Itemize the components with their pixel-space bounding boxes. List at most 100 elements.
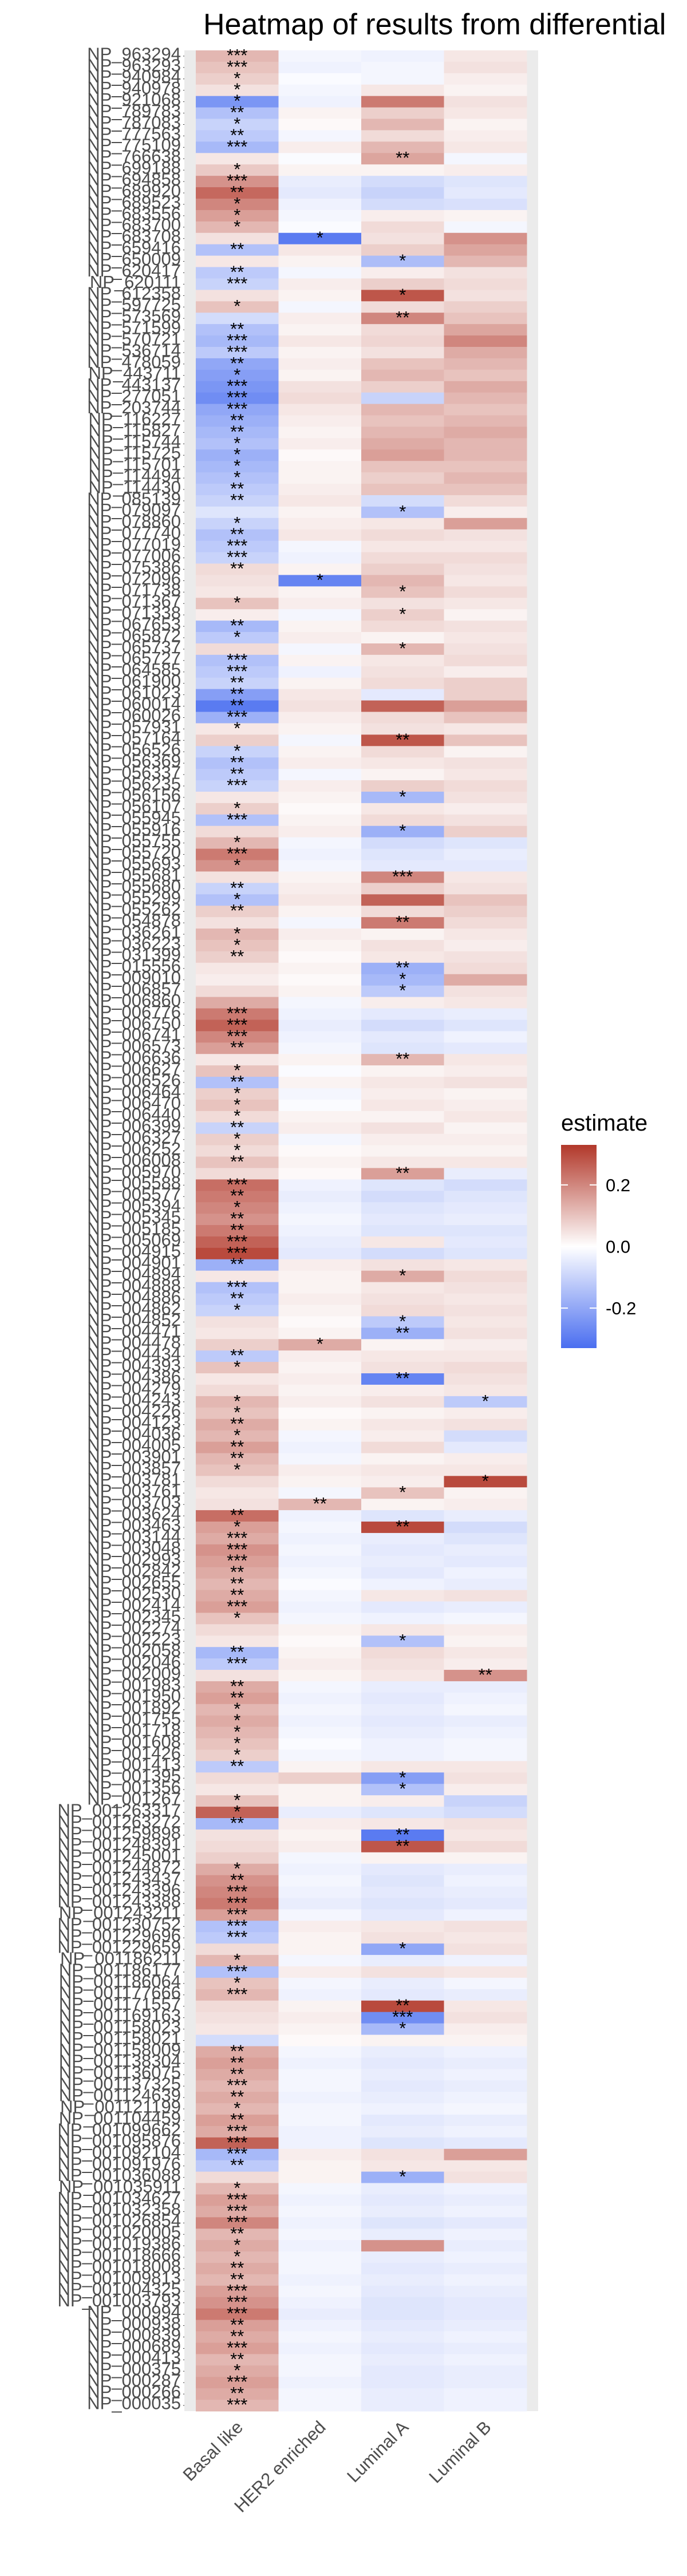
row-label: NP_001426 [87, 1743, 181, 1763]
heatmap-cell [444, 962, 527, 975]
heatmap-cell [444, 1133, 527, 1146]
heatmap-cell [361, 883, 444, 895]
heatmap-cell [361, 586, 444, 598]
significance-label: * [234, 1722, 240, 1742]
heatmap-cell [278, 1065, 362, 1077]
heatmap-cell [361, 1921, 444, 1933]
heatmap-cell [444, 2320, 527, 2332]
heatmap-cell [278, 1681, 362, 1693]
heatmap-cell [278, 2012, 362, 2024]
heatmap-cell [196, 187, 279, 199]
heatmap-cell [444, 848, 527, 861]
heatmap-cell [278, 939, 362, 952]
heatmap-cell [361, 2331, 444, 2343]
heatmap-cell [196, 244, 279, 256]
heatmap-cell [278, 1282, 362, 1294]
significance-label: * [234, 1140, 240, 1160]
heatmap-cell [196, 575, 279, 587]
heatmap-cell [361, 472, 444, 484]
row-label: NP_115827 [89, 420, 181, 440]
heatmap-cell [196, 313, 279, 325]
heatmap-cell [278, 529, 362, 542]
significance-label: * [234, 1801, 240, 1822]
heatmap-cell [444, 1476, 527, 1488]
heatmap-cell [361, 1247, 444, 1260]
heatmap-cell [278, 1544, 362, 1556]
heatmap-cell [361, 2103, 444, 2115]
row-label: NP_963293 [87, 55, 181, 75]
heatmap-cell [444, 313, 527, 325]
heatmap-cell [361, 1179, 444, 1191]
heatmap-cell [196, 1327, 279, 1340]
row-label: NP_005185 [87, 1218, 181, 1238]
row-label: NP_940984 [87, 66, 181, 86]
row-label: NP_056235 [87, 773, 181, 793]
heatmap-cell [278, 586, 362, 598]
heatmap-cell [196, 529, 279, 542]
heatmap-cell [196, 107, 279, 120]
heatmap-cell [444, 1761, 527, 1773]
row-label: NP_004393 [87, 1355, 181, 1375]
significance-label: * [234, 1095, 240, 1115]
heatmap-cell [196, 2217, 279, 2229]
heatmap-cell [278, 769, 362, 781]
heatmap-cell [444, 1807, 527, 1819]
significance-label: * [234, 1060, 240, 1080]
heatmap-cell [278, 643, 362, 655]
heatmap-cell [444, 552, 527, 564]
heatmap-cell [361, 107, 444, 120]
heatmap-cell [196, 1829, 279, 1842]
heatmap-cell [196, 255, 279, 268]
heatmap-cell [278, 267, 362, 279]
row-label: NP_699188 [87, 158, 181, 178]
heatmap-cell [196, 552, 279, 564]
heatmap-cell [278, 2194, 362, 2206]
heatmap-cell [361, 1396, 444, 1408]
heatmap-cell [444, 1601, 527, 1613]
heatmap-cell [361, 1635, 444, 1647]
significance-label: * [399, 604, 406, 624]
significance-label: * [234, 2360, 240, 2380]
heatmap-cell [278, 677, 362, 690]
row-label: NP_002046 [87, 1652, 181, 1672]
row-label: NP_001104459 [59, 2108, 181, 2128]
heatmap-cell [196, 2000, 279, 2013]
heatmap-cell [444, 2115, 527, 2127]
heatmap-cell [444, 1145, 527, 1157]
row-label: NP_787083 [87, 112, 181, 132]
heatmap-cell [196, 746, 279, 758]
heatmap-cell [196, 1510, 279, 1522]
row-label: NP_005588 [87, 1173, 181, 1193]
heatmap-cell [361, 689, 444, 701]
row-label: NP_000375 [87, 2359, 181, 2379]
heatmap-cell [361, 1487, 444, 1499]
heatmap-cell [444, 1031, 527, 1043]
heatmap-cell [278, 1704, 362, 1716]
row-label: NP_001186211 [60, 1948, 181, 1968]
heatmap-cell [196, 825, 279, 838]
heatmap-cell [444, 939, 527, 952]
heatmap-cell [278, 2160, 362, 2172]
heatmap-cell [196, 2229, 279, 2241]
heatmap-cell [196, 1339, 279, 1351]
significance-label: * [234, 2235, 240, 2255]
heatmap-cell [278, 1807, 362, 1819]
significance-label: * [399, 969, 406, 989]
heatmap-cell [196, 1544, 279, 1556]
row-label: NP_003857 [87, 1458, 181, 1478]
chart-title: Heatmap of results from differential [203, 8, 666, 41]
heatmap-cell [444, 1875, 527, 1887]
heatmap-cell [444, 2263, 527, 2275]
heatmap-cell [361, 1932, 444, 1944]
heatmap-cell [278, 381, 362, 393]
row-label: NP_963294 [87, 44, 181, 64]
row-label: NP_006440 [87, 1104, 181, 1124]
heatmap-cell [278, 2229, 362, 2241]
heatmap-cell [278, 1191, 362, 1203]
row-label: NP_006526 [87, 1070, 181, 1090]
heatmap-cell [361, 848, 444, 861]
heatmap-cell [361, 278, 444, 290]
heatmap-cell [444, 232, 527, 245]
heatmap-cell [444, 517, 527, 530]
heatmap-cell [361, 2240, 444, 2252]
